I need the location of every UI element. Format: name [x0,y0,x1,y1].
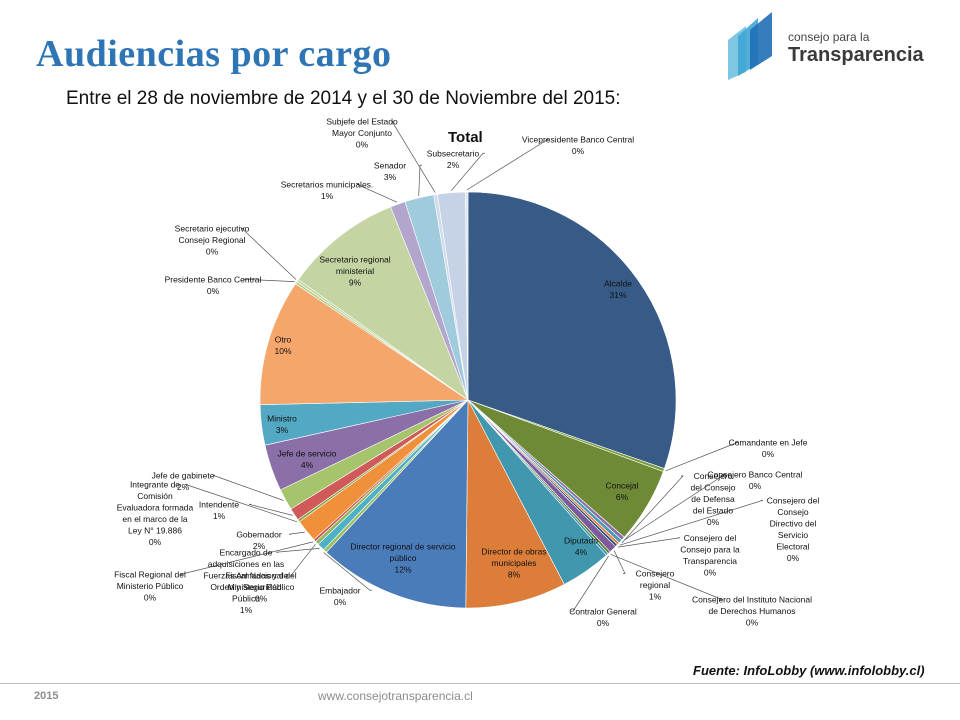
slice-label: Ministro 3% [267,413,297,435]
pie-slice [297,206,469,401]
slice-label: Consejero del Consejo Directivo del Servici… [767,495,820,563]
slice-labels: Alcalde 31% Comandante en Jefe 0% Concejal 6%… [114,117,819,628]
slice-label: Director de obras municipales 8% [481,547,546,580]
leader-line [179,541,314,575]
slice-label: Presidente Banco Central 0% [165,274,262,296]
slice-label: Consejero Banco Central 0% [708,469,803,491]
slice-label: Comandante en Jefe 0% [729,437,808,459]
leader-line [624,473,727,541]
date-range-subtitle: Entre el 28 de noviembre de 2014 y el 30… [66,88,621,109]
slice-label: Alcalde 31% [604,278,632,300]
leader-line [617,537,681,548]
leader-line [613,550,626,574]
footer-divider [0,683,960,684]
slice-label: Fiscal Nacional del Ministerio Público 0% [225,571,296,604]
slice-label: Consejero del Consejo para la Transparenci… [680,533,740,578]
slice-label: Consejero regional 1% [636,569,675,602]
leader-line [275,548,320,553]
slice-label: Embajador 0% [319,585,360,607]
leader-line [665,441,739,472]
leader-line [248,503,293,516]
leader-line [212,474,284,501]
slice-label: Secretario regional ministerial 9% [319,255,390,288]
leader-line [466,138,550,191]
slice-label: Concejal 6% [605,480,638,502]
leader-line [621,475,684,544]
slice-label: Fiscal Regional del Ministerio Público 0% [114,570,186,603]
leader-line [323,552,372,591]
chart-title: Total [448,129,483,146]
slice-label: Vicepresidente Banco Central 0% [522,134,634,156]
leader-line [619,499,764,546]
slice-label: Jefe de servicio 4% [277,448,336,470]
slice-label: Integrante de Comisión Evaluadora formada e… [117,479,194,547]
page-title: Audiencias por cargo [36,33,392,75]
leader-line [242,278,295,282]
leader-line [290,544,316,576]
pie-slice [259,283,469,405]
logo-line2: Transparencia [788,44,924,66]
leader-line [450,152,485,191]
logo-line1: consejo para la [788,30,870,44]
leader-line [571,555,609,612]
leader-line [610,553,723,600]
slice-label: Subjefe del Estado Mayor Conjunto 0% [326,117,398,150]
slice-label: Secretarios municipales. 1% [281,179,374,201]
slice-label: Consejero del Instituto Nacional de Derec… [692,595,812,628]
slice-label: Jefe de gabinete 2% [152,470,215,492]
slice-label: Consejero del Consejo de Defensa del Estado… [691,471,736,527]
leader-lines [179,121,764,612]
source-note: Fuente: InfoLobby (www.infolobby.cl) [693,663,925,678]
slice-label: Contralor General 0% [569,606,637,628]
slice-label: Senador 3% [374,160,406,182]
pie-chart: Total Alcalde 31% Comandante en Jefe 0% Conc… [114,117,819,628]
pie-slice [465,399,565,609]
pie-slice [467,191,677,469]
slice-label: Director regional de servicio público 12% [350,542,456,575]
slice-label: Subsecretario 2% [427,148,480,170]
slice-label: Gobernador 2% [236,529,282,551]
leader-line [356,183,398,203]
transparency-logo-icon [728,12,772,80]
leader-line [184,483,298,523]
pie-slice [465,191,469,401]
footer-url[interactable]: www.consejotransparencia.cl [318,689,473,703]
slice-label: Diputado 4% [564,535,598,557]
leader-line [241,228,297,280]
leader-line [391,121,436,193]
footer-year: 2015 [34,690,59,702]
leader-line [418,164,422,196]
slice-label: Secretario ejecutivo Consejo Regional 0% [175,224,250,257]
pie-slices [259,191,677,609]
pie-slice [325,399,469,609]
slice-label: Encargado de adquisiciones en las Fuerzas … [203,547,288,615]
leader-line [288,531,305,535]
slice-label: Otro 10% [274,334,291,356]
slice-label: Intendente 1% [199,499,239,521]
transparency-logo[interactable]: consejo para la Transparencia [724,10,924,80]
